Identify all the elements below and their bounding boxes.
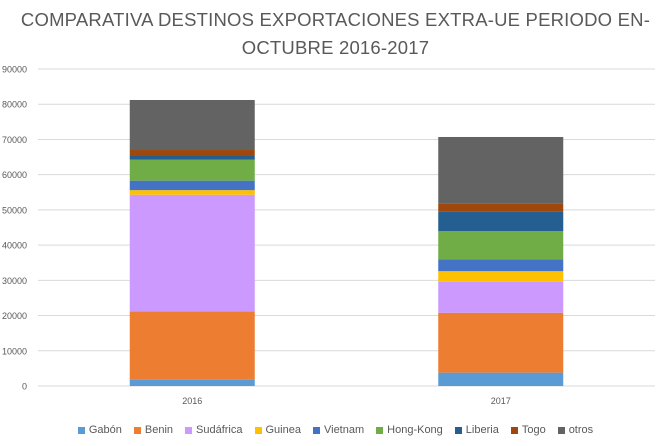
legend-item: Togo: [510, 424, 546, 436]
y-tick-label: 90000: [2, 65, 27, 75]
legend-label: Hong-Kong: [387, 424, 443, 436]
bar-segment: [129, 379, 255, 386]
bar-segment: [438, 136, 564, 204]
bar-segment: [129, 311, 255, 380]
y-tick-label: 10000: [2, 346, 27, 356]
y-tick-label: 60000: [2, 170, 27, 180]
bar-segment: [438, 211, 564, 232]
y-tick-label: 0: [22, 382, 27, 392]
legend-label: otros: [568, 424, 594, 436]
legend-item: Benin: [133, 424, 174, 436]
legend-label: Guinea: [265, 424, 301, 436]
legend-swatch: [254, 426, 262, 434]
bar-segment: [129, 180, 255, 191]
legend-item: Sudáfrica: [185, 424, 243, 436]
x-tick-label: 2017: [491, 396, 511, 406]
legend-swatch: [557, 426, 565, 434]
legend-swatch: [77, 426, 85, 434]
legend-swatch: [510, 426, 518, 434]
legend-label: Sudáfrica: [196, 424, 243, 436]
legend-swatch: [454, 426, 462, 434]
legend-item: otros: [557, 424, 594, 436]
bar-segment: [129, 190, 255, 195]
legend-swatch: [312, 426, 320, 434]
bar-segment: [129, 99, 255, 151]
legend-swatch: [376, 426, 384, 434]
legend-item: Liberia: [454, 424, 499, 436]
y-tick-label: 30000: [2, 276, 27, 286]
chart-legend: Gabón Benin Sudáfrica Guinea Vietnam Hong-Kon…: [0, 424, 671, 436]
legend-item: Gabón: [77, 424, 122, 436]
y-tick-label: 70000: [2, 135, 27, 145]
bar-segment: [438, 372, 564, 386]
legend-item: Vietnam: [312, 424, 365, 436]
legend-item: Guinea: [254, 424, 301, 436]
bar-segment: [438, 312, 564, 373]
bar-segment: [438, 271, 564, 282]
chart-title-line-2: OCTUBRE 2016-2017: [241, 37, 430, 58]
y-tick-label: 20000: [2, 311, 27, 321]
bar-segment: [438, 259, 564, 272]
y-tick-label: 40000: [2, 241, 27, 251]
legend-label: Liberia: [465, 424, 499, 436]
chart-title: COMPARATIVA DESTINOS EXPORTACIONES EXTRA…: [0, 6, 671, 62]
legend-label: Vietnam: [323, 424, 365, 436]
legend-label: Benin: [144, 424, 174, 436]
bar-segment: [129, 155, 255, 160]
x-tick-label: 2016: [182, 396, 202, 406]
bar-segment: [129, 194, 255, 312]
legend-swatch: [185, 426, 193, 434]
bar-segment: [438, 203, 564, 212]
bar-segment: [129, 150, 255, 156]
bar-segment: [129, 159, 255, 181]
y-tick-label: 80000: [2, 100, 27, 110]
legend-item: Hong-Kong: [376, 424, 443, 436]
legend-label: Gabón: [88, 424, 122, 436]
bar-segment: [438, 231, 564, 260]
legend-label: Togo: [521, 424, 546, 436]
y-tick-label: 50000: [2, 205, 27, 215]
chart-title-line-1: COMPARATIVA DESTINOS EXPORTACIONES EXTRA…: [20, 9, 651, 30]
legend-swatch: [133, 426, 141, 434]
bar-segment: [438, 281, 564, 313]
